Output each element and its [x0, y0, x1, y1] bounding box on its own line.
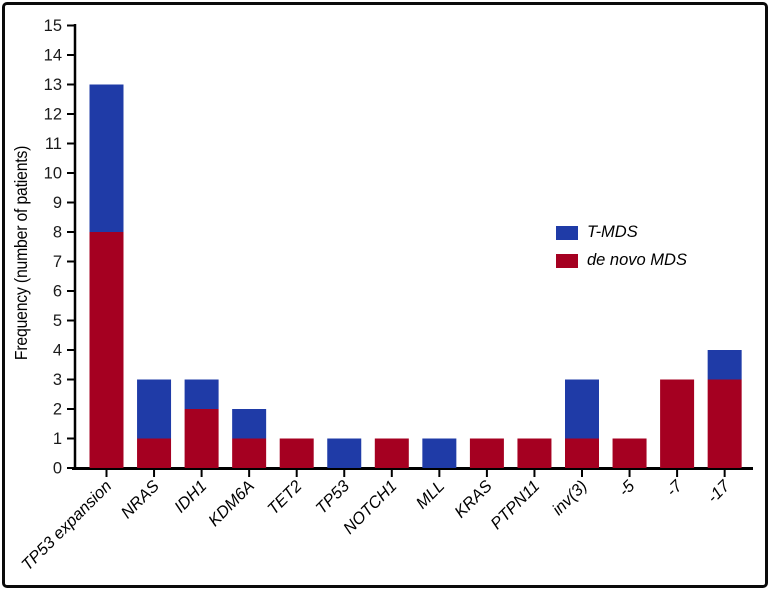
y-tick-label: 6: [53, 283, 62, 301]
legend-swatch-denovo: [556, 253, 578, 268]
bar-segment-tmds-5: [327, 438, 362, 468]
bar-segment-denovo-1: [137, 438, 172, 468]
bar-segment-denovo-8: [469, 438, 504, 468]
y-tick-label: 7: [53, 253, 62, 271]
bar-segment-tmds-1: [137, 379, 172, 439]
y-tick-label: 11: [45, 135, 62, 153]
y-axis-title: Frequency (number of patients): [11, 145, 31, 361]
x-tick-label: KRAS: [451, 477, 496, 522]
y-tick-label: 0: [53, 460, 62, 478]
bar-segment-denovo-11: [612, 438, 647, 468]
bar-segment-denovo-13: [707, 379, 742, 468]
bar-segment-denovo-2: [184, 409, 219, 468]
bar-segment-tmds-10: [565, 379, 599, 439]
x-tick-label: IDH1: [171, 477, 210, 516]
x-tick-label: KDM6A: [205, 477, 258, 530]
y-tick-label: 4: [53, 342, 62, 360]
bar-segment-denovo-12: [660, 379, 695, 468]
x-tick-label: NRAS: [118, 477, 163, 522]
bar-segment-denovo-10: [565, 438, 599, 468]
x-tick-label: MLL: [413, 477, 448, 512]
x-tick-label: TP53: [312, 477, 353, 518]
bar-segment-denovo-3: [232, 438, 267, 468]
bar-segment-tmds-3: [232, 409, 267, 439]
x-tick-label: -17: [704, 477, 734, 507]
y-tick-label: 8: [53, 224, 62, 242]
x-tick-label: -5: [615, 477, 639, 501]
legend-label-tmds: T-MDS: [587, 223, 638, 241]
y-tick-label: 14: [44, 47, 62, 65]
bar-segment-denovo-9: [517, 438, 552, 468]
y-tick-label: 10: [44, 165, 62, 183]
bar-segment-denovo-4: [279, 438, 314, 468]
bar-segment-tmds-0: [89, 84, 124, 232]
y-tick-label: 12: [44, 106, 62, 124]
y-tick-label: 13: [44, 76, 62, 94]
y-tick-label: 5: [53, 312, 62, 330]
x-tick-label: PTPN11: [487, 477, 543, 533]
y-tick-label: 2: [53, 401, 62, 419]
x-tick-label: TET2: [264, 477, 305, 518]
legend-item-denovo: de novo MDS: [556, 251, 687, 270]
y-tick-label: 15: [44, 17, 62, 35]
bar-segment-tmds-7: [422, 438, 457, 468]
legend-swatch-tmds: [556, 225, 578, 240]
bar-segment-denovo-0: [89, 232, 124, 468]
legend: T-MDS de novo MDS: [556, 223, 687, 270]
y-tick-label: 9: [53, 194, 62, 212]
bar-segment-tmds-13: [707, 350, 742, 380]
legend-item-tmds: T-MDS: [556, 223, 687, 242]
y-tick-label: 3: [53, 371, 62, 389]
x-tick-label: inv(3): [549, 477, 591, 519]
y-tick-label: 1: [53, 430, 62, 448]
bar-segment-denovo-6: [374, 438, 409, 468]
x-tick-label: -7: [663, 477, 687, 501]
legend-label-denovo: de novo MDS: [587, 251, 687, 269]
x-tick-label: TP53 expansion: [18, 477, 115, 574]
bar-segment-tmds-2: [184, 379, 219, 409]
